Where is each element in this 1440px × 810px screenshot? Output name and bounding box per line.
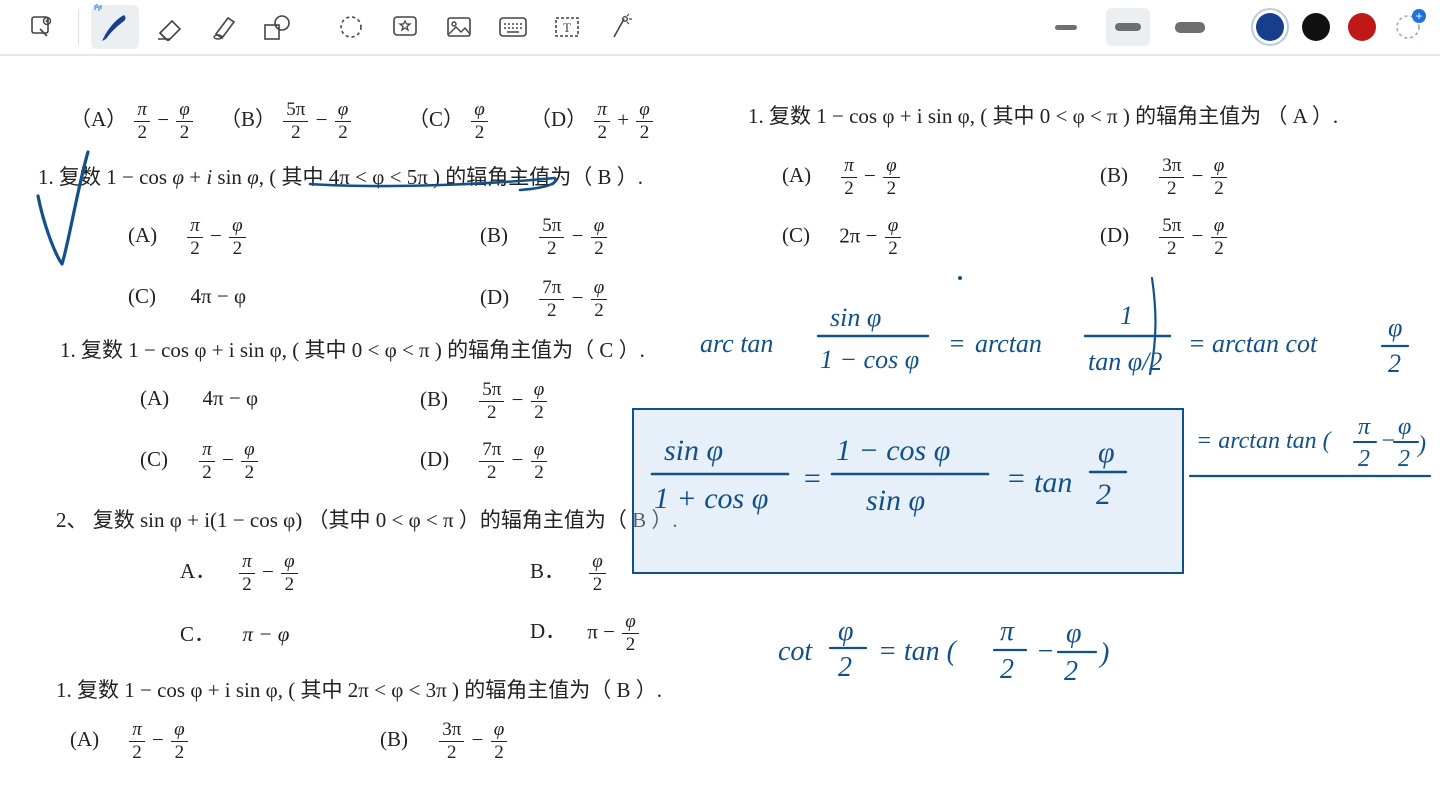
- qr-c: (C) 2π − φ2: [782, 216, 903, 259]
- svg-text:φ: φ: [838, 616, 854, 647]
- q2-b: B． φ2: [530, 552, 608, 595]
- q1c-a: (A) π2 − φ2: [70, 720, 190, 763]
- toolbar: T +: [0, 0, 1440, 56]
- stroke-medium[interactable]: [1106, 8, 1150, 46]
- svg-text:−: −: [1036, 636, 1055, 667]
- opt-d: （D） π2 + φ2: [530, 100, 655, 143]
- keyboard-icon[interactable]: [489, 5, 537, 49]
- zoom-icon[interactable]: [18, 5, 66, 49]
- q1a-stem: 1. 复数 1 − cos φ + i sin φ, ( 其中 4π < φ <…: [38, 161, 643, 191]
- pointer-icon[interactable]: [597, 5, 645, 49]
- q2-stem: 2、 复数 sin φ + i(1 − cos φ) （其中 0 < φ < π…: [56, 504, 678, 534]
- lasso-icon[interactable]: [327, 5, 375, 49]
- svg-text:2: 2: [838, 652, 852, 683]
- image-icon[interactable]: [435, 5, 483, 49]
- color-blue[interactable]: [1256, 13, 1284, 41]
- svg-text:π: π: [1358, 414, 1371, 440]
- svg-text:T: T: [563, 20, 571, 35]
- q1b-stem: 1. 复数 1 − cos φ + i sin φ, ( 其中 0 < φ < …: [60, 334, 645, 364]
- svg-text:φ: φ: [1398, 414, 1411, 440]
- svg-text:2: 2: [1398, 446, 1410, 472]
- eraser-icon[interactable]: [145, 5, 193, 49]
- svg-text:2: 2: [1358, 446, 1370, 472]
- separator: [78, 9, 79, 45]
- svg-text:1: 1: [1120, 301, 1133, 330]
- q1b-a: (A) 4π − φ: [140, 386, 258, 411]
- highlight-rectangle: [632, 408, 1184, 574]
- pen-tool-icon[interactable]: [91, 5, 139, 49]
- svg-text:= arctan tan (: = arctan tan (: [1196, 428, 1333, 454]
- qr-stem: 1. 复数 1 − cos φ + i sin φ, ( 其中 0 < φ < …: [748, 100, 1338, 130]
- svg-text:cot: cot: [778, 636, 813, 667]
- shapes-icon[interactable]: [253, 5, 301, 49]
- svg-text:tan φ/2: tan φ/2: [1088, 347, 1162, 376]
- svg-text:2: 2: [1064, 656, 1078, 687]
- opt-b: （B） 5π2 − φ2: [220, 100, 353, 143]
- svg-text:= arctan cot: = arctan cot: [1188, 329, 1318, 358]
- svg-text:π: π: [1000, 616, 1015, 647]
- q1b-d: (D) 7π2 − φ2: [420, 440, 549, 483]
- color-red[interactable]: [1348, 13, 1376, 41]
- svg-text:): ): [1416, 432, 1426, 458]
- svg-text:2: 2: [1000, 654, 1014, 685]
- svg-text:sin φ: sin φ: [830, 303, 881, 332]
- toolbar-right: +: [1044, 8, 1422, 46]
- q2-c: C． π − φ: [180, 618, 289, 648]
- svg-text:1 − cos φ: 1 − cos φ: [820, 345, 919, 374]
- svg-text:=: =: [948, 329, 966, 358]
- q2-a: A． π2 − φ2: [180, 552, 300, 595]
- hand-text: arc tan: [700, 329, 773, 358]
- q1a-c: (C) 4π − φ: [128, 284, 246, 309]
- color-black[interactable]: [1302, 13, 1330, 41]
- canvas[interactable]: （A） π2 − φ2 （B） 5π2 − φ2 （C） φ2 （D） π2 +…: [0, 56, 1440, 810]
- opt-a: （A） π2 − φ2: [70, 100, 195, 143]
- qr-b: (B) 3π2 − φ2: [1100, 156, 1229, 199]
- favorite-page-icon[interactable]: [381, 5, 429, 49]
- svg-text:): ): [1098, 638, 1109, 669]
- stroke-small[interactable]: [1044, 8, 1088, 46]
- qr-d: (D) 5π2 − φ2: [1100, 216, 1229, 259]
- svg-text:φ: φ: [1388, 313, 1402, 342]
- q1c-b: (B) 3π2 − φ2: [380, 720, 509, 763]
- svg-text:= tan (: = tan (: [878, 636, 958, 667]
- stroke-large[interactable]: [1168, 8, 1212, 46]
- svg-text:φ: φ: [1066, 618, 1082, 649]
- label: （A）: [70, 103, 127, 133]
- q2-d: D． π − φ2: [530, 612, 641, 655]
- svg-text:−: −: [1380, 428, 1396, 454]
- q1b-b: (B) 5π2 − φ2: [420, 380, 549, 423]
- svg-text:2: 2: [1388, 349, 1401, 378]
- text-box-icon[interactable]: T: [543, 5, 591, 49]
- q1a-b: (B) 5π2 − φ2: [480, 216, 609, 259]
- q1b-c: (C) π2 − φ2: [140, 440, 260, 483]
- opt-c: （C） φ2: [408, 100, 490, 143]
- qr-a: (A) π2 − φ2: [782, 156, 902, 199]
- q1c-stem: 1. 复数 1 − cos φ + i sin φ, ( 其中 2π < φ <…: [56, 674, 662, 704]
- svg-text:arctan: arctan: [975, 329, 1042, 358]
- add-color-icon[interactable]: +: [1394, 13, 1422, 41]
- highlighter-icon[interactable]: [199, 5, 247, 49]
- q1a-a: (A) π2 − φ2: [128, 216, 248, 259]
- q1a-d: (D) 7π2 − φ2: [480, 278, 609, 321]
